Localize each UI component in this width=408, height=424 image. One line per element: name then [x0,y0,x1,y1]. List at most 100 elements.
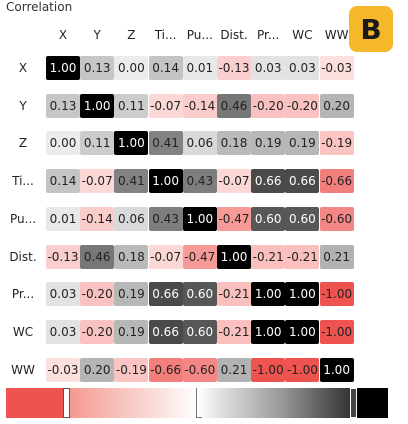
correlation-cell[interactable]: -0.47 [217,206,251,231]
column-header: Z [127,28,136,42]
row-header: Pu... [9,211,37,226]
correlation-cell[interactable]: 0.18 [114,244,149,269]
correlation-cell[interactable]: 0.06 [114,206,149,231]
correlation-cell[interactable]: 0.66 [251,169,286,194]
correlation-cell[interactable]: 0.43 [182,169,217,194]
correlation-cell[interactable]: -0.66 [148,357,183,382]
correlation-cell[interactable]: 1.00 [251,282,286,307]
correlation-cell[interactable]: -0.14 [80,206,115,231]
correlation-cell[interactable]: 1.00 [148,169,183,194]
correlation-cell[interactable]: 1.00 [217,244,251,269]
color-scale-min-handle[interactable] [63,388,70,418]
correlation-cell[interactable]: 0.41 [114,169,149,194]
correlation-cell[interactable]: 0.13 [46,93,80,118]
correlation-cell[interactable]: 1.00 [251,319,286,344]
correlation-cell[interactable]: 0.11 [114,93,149,118]
correlation-cell[interactable]: 0.60 [251,206,286,231]
correlation-cell[interactable]: -0.60 [319,206,354,231]
correlation-cell[interactable]: 1.00 [114,131,149,156]
panel-badge: B [349,6,393,52]
correlation-cell[interactable]: 0.14 [46,169,80,194]
correlation-cell[interactable]: 0.66 [148,319,183,344]
correlation-cell[interactable]: -0.47 [182,244,217,269]
correlation-cell[interactable]: 0.41 [148,131,183,156]
column-header: Y [93,28,101,42]
correlation-cell[interactable]: 0.19 [114,282,149,307]
correlation-cell[interactable]: -0.13 [46,244,80,269]
column-header: Dist. [220,28,248,42]
correlation-cell[interactable]: -0.07 [80,169,115,194]
correlation-cell[interactable]: 0.03 [285,56,320,80]
correlation-cell[interactable]: 0.19 [285,131,320,156]
correlation-cell[interactable]: -0.19 [319,131,354,156]
correlation-cell[interactable]: 0.60 [285,206,320,231]
correlation-cell[interactable]: 0.60 [182,319,217,344]
correlation-cell[interactable]: -0.07 [148,93,183,118]
correlation-cell[interactable]: -0.20 [80,319,115,344]
row-header: Ti... [12,174,34,189]
correlation-cell[interactable]: 0.00 [46,131,80,156]
correlation-cell[interactable]: -0.03 [46,357,80,382]
correlation-cell[interactable]: 0.21 [319,244,354,269]
correlation-cell[interactable]: -0.66 [319,169,354,194]
correlation-cell[interactable]: 1.00 [319,357,354,382]
correlation-cell[interactable]: 0.00 [114,56,149,80]
correlation-cell[interactable]: -0.21 [285,244,320,269]
correlation-cell[interactable]: 0.11 [80,131,115,156]
correlation-cell[interactable]: -1.00 [319,282,354,307]
correlation-cell[interactable]: 1.00 [46,56,80,80]
correlation-cell[interactable]: -0.13 [217,56,251,80]
correlation-cell[interactable]: -0.20 [80,282,115,307]
correlation-cell[interactable]: -1.00 [251,357,286,382]
correlation-cell[interactable]: -0.07 [217,169,251,194]
correlation-cell[interactable]: 0.03 [46,282,80,307]
correlation-cell[interactable]: -0.60 [182,357,217,382]
correlation-cell[interactable]: -0.21 [217,319,251,344]
correlation-cell[interactable]: 1.00 [80,93,115,118]
row-header: Pr... [11,287,35,302]
correlation-cell[interactable]: -0.20 [285,93,320,118]
correlation-cell[interactable]: -0.20 [251,93,286,118]
row-header: X [18,61,28,75]
correlation-cell[interactable]: 0.46 [80,244,115,269]
correlation-cell[interactable]: 0.13 [80,56,115,80]
row-header: WW [11,362,35,377]
correlation-cell[interactable]: 0.21 [217,357,251,382]
correlation-cell[interactable]: -0.03 [319,56,354,80]
correlation-cell[interactable]: 0.43 [148,206,183,231]
correlation-cell[interactable]: -0.19 [114,357,149,382]
color-scale-center-handle[interactable] [196,388,202,418]
panel-title: Correlation [6,0,73,14]
correlation-cell[interactable]: 1.00 [285,319,320,344]
correlation-cell[interactable]: 0.14 [148,56,183,80]
correlation-cell[interactable]: 0.18 [217,131,251,156]
correlation-cell[interactable]: -0.21 [217,282,251,307]
column-header: Ti... [154,28,177,42]
correlation-cell[interactable]: -0.07 [148,244,183,269]
correlation-cell[interactable]: 0.20 [319,93,354,118]
correlation-cell[interactable]: 0.19 [251,131,286,156]
correlation-cell[interactable]: 0.03 [251,56,286,80]
correlation-cell[interactable]: 0.01 [182,56,217,80]
correlation-cell[interactable]: 0.19 [114,319,149,344]
color-scale-negative-clip [6,388,66,418]
correlation-cell[interactable]: -1.00 [319,319,354,344]
column-header: Pu... [186,28,213,42]
correlation-cell[interactable]: 0.01 [46,206,80,231]
column-header: WC [292,28,313,42]
correlation-cell[interactable]: 0.03 [46,319,80,344]
correlation-cell[interactable]: -0.21 [251,244,286,269]
correlation-cell[interactable]: -0.14 [182,93,217,118]
correlation-cell[interactable]: 0.60 [182,282,217,307]
correlation-cell[interactable]: 0.06 [182,131,217,156]
row-header: WC [12,324,34,339]
correlation-cell[interactable]: -1.00 [285,357,320,382]
row-header: Z [18,136,28,151]
correlation-cell[interactable]: 1.00 [182,206,217,231]
correlation-cell[interactable]: 1.00 [285,282,320,307]
color-scale-max-handle[interactable] [350,388,357,418]
correlation-cell[interactable]: 0.20 [80,357,115,382]
correlation-cell[interactable]: 0.46 [217,93,251,118]
correlation-cell[interactable]: 0.66 [285,169,320,194]
correlation-cell[interactable]: 0.66 [148,282,183,307]
